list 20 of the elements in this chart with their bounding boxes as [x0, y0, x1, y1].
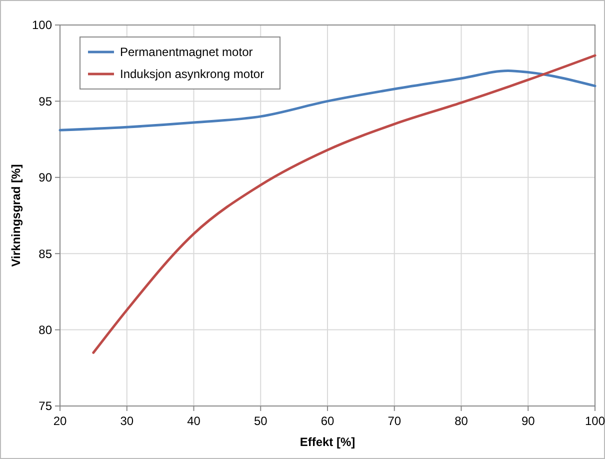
y-tick-label: 100 — [32, 18, 52, 32]
x-tick-label: 100 — [584, 414, 605, 428]
x-tick-label: 80 — [454, 414, 468, 428]
legend-label: Induksjon asynkrong motor — [120, 67, 264, 82]
x-tick-label: 40 — [187, 414, 201, 428]
y-tick-label: 80 — [38, 323, 52, 337]
x-tick-label: 30 — [120, 414, 134, 428]
line-series — [58, 69, 596, 132]
y-tick-label: 95 — [38, 94, 52, 108]
x-tick-label: 90 — [521, 414, 536, 428]
y-tick-label: 75 — [38, 399, 52, 414]
y-tick-label: 85 — [38, 246, 52, 261]
x-tick-label: 70 — [388, 414, 402, 428]
x-tick-label: 20 — [53, 414, 67, 428]
x-axis-title: Effekt [%] — [300, 435, 356, 449]
y-tick-label: 90 — [38, 170, 52, 185]
y-axis-title: Virkningsgrad [%] — [9, 164, 23, 267]
x-tick-label: 50 — [254, 414, 268, 428]
x-tick-label: 60 — [320, 414, 334, 428]
legend-label: Permanentmagnet motor — [120, 45, 253, 60]
